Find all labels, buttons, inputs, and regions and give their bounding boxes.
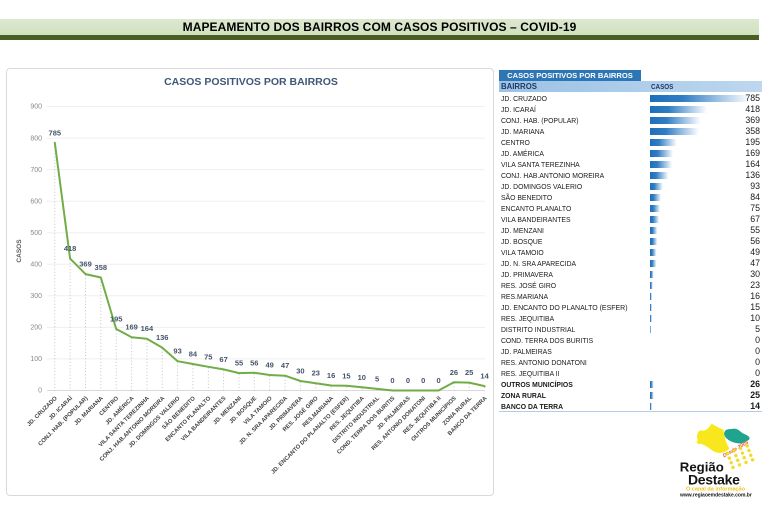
svg-text:30: 30 xyxy=(296,367,304,376)
svg-text:Região: Região xyxy=(680,459,724,474)
svg-text:16: 16 xyxy=(327,371,335,380)
svg-text:CASOS POSITIVOS POR BAIRROS: CASOS POSITIVOS POR BAIRROS xyxy=(164,76,338,88)
svg-text:56: 56 xyxy=(250,358,258,367)
svg-text:CASOS: CASOS xyxy=(16,239,23,263)
svg-text:14: 14 xyxy=(480,372,489,381)
svg-text:164: 164 xyxy=(141,324,154,333)
svg-text:26: 26 xyxy=(450,368,458,377)
svg-text:47: 47 xyxy=(281,361,289,370)
svg-text:www.regiaoemdestake.com.br: www.regiaoemdestake.com.br xyxy=(679,493,752,499)
svg-text:136: 136 xyxy=(156,333,169,342)
svg-text:75: 75 xyxy=(204,352,212,361)
svg-text:418: 418 xyxy=(64,244,77,253)
svg-text:25: 25 xyxy=(465,368,473,377)
svg-text:300: 300 xyxy=(30,293,42,300)
svg-text:0: 0 xyxy=(437,376,441,385)
svg-text:800: 800 xyxy=(30,135,42,142)
svg-text:100: 100 xyxy=(30,356,42,363)
svg-text:0: 0 xyxy=(406,376,410,385)
svg-text:55: 55 xyxy=(235,359,243,368)
svg-text:15: 15 xyxy=(342,371,350,380)
svg-text:5: 5 xyxy=(375,374,379,383)
svg-text:84: 84 xyxy=(189,350,198,359)
svg-text:500: 500 xyxy=(30,230,42,237)
svg-text:200: 200 xyxy=(30,325,42,332)
svg-text:93: 93 xyxy=(173,347,181,356)
svg-text:0: 0 xyxy=(421,376,425,385)
svg-text:Destake: Destake xyxy=(688,472,740,488)
svg-text:700: 700 xyxy=(30,167,42,174)
svg-text:400: 400 xyxy=(30,262,42,269)
svg-text:23: 23 xyxy=(312,369,320,378)
svg-text:600: 600 xyxy=(30,198,42,205)
svg-text:169: 169 xyxy=(125,323,138,332)
svg-text:10: 10 xyxy=(358,373,366,382)
svg-text:49: 49 xyxy=(266,361,274,370)
svg-text:358: 358 xyxy=(95,263,108,272)
svg-text:O canal da informação: O canal da informação xyxy=(686,486,746,492)
svg-text:785: 785 xyxy=(49,128,62,137)
svg-text:195: 195 xyxy=(110,315,123,324)
svg-text:67: 67 xyxy=(219,355,227,364)
svg-text:900: 900 xyxy=(30,104,42,111)
svg-text:0: 0 xyxy=(390,376,394,385)
svg-text:369: 369 xyxy=(79,260,92,269)
svg-text:0: 0 xyxy=(38,388,42,395)
